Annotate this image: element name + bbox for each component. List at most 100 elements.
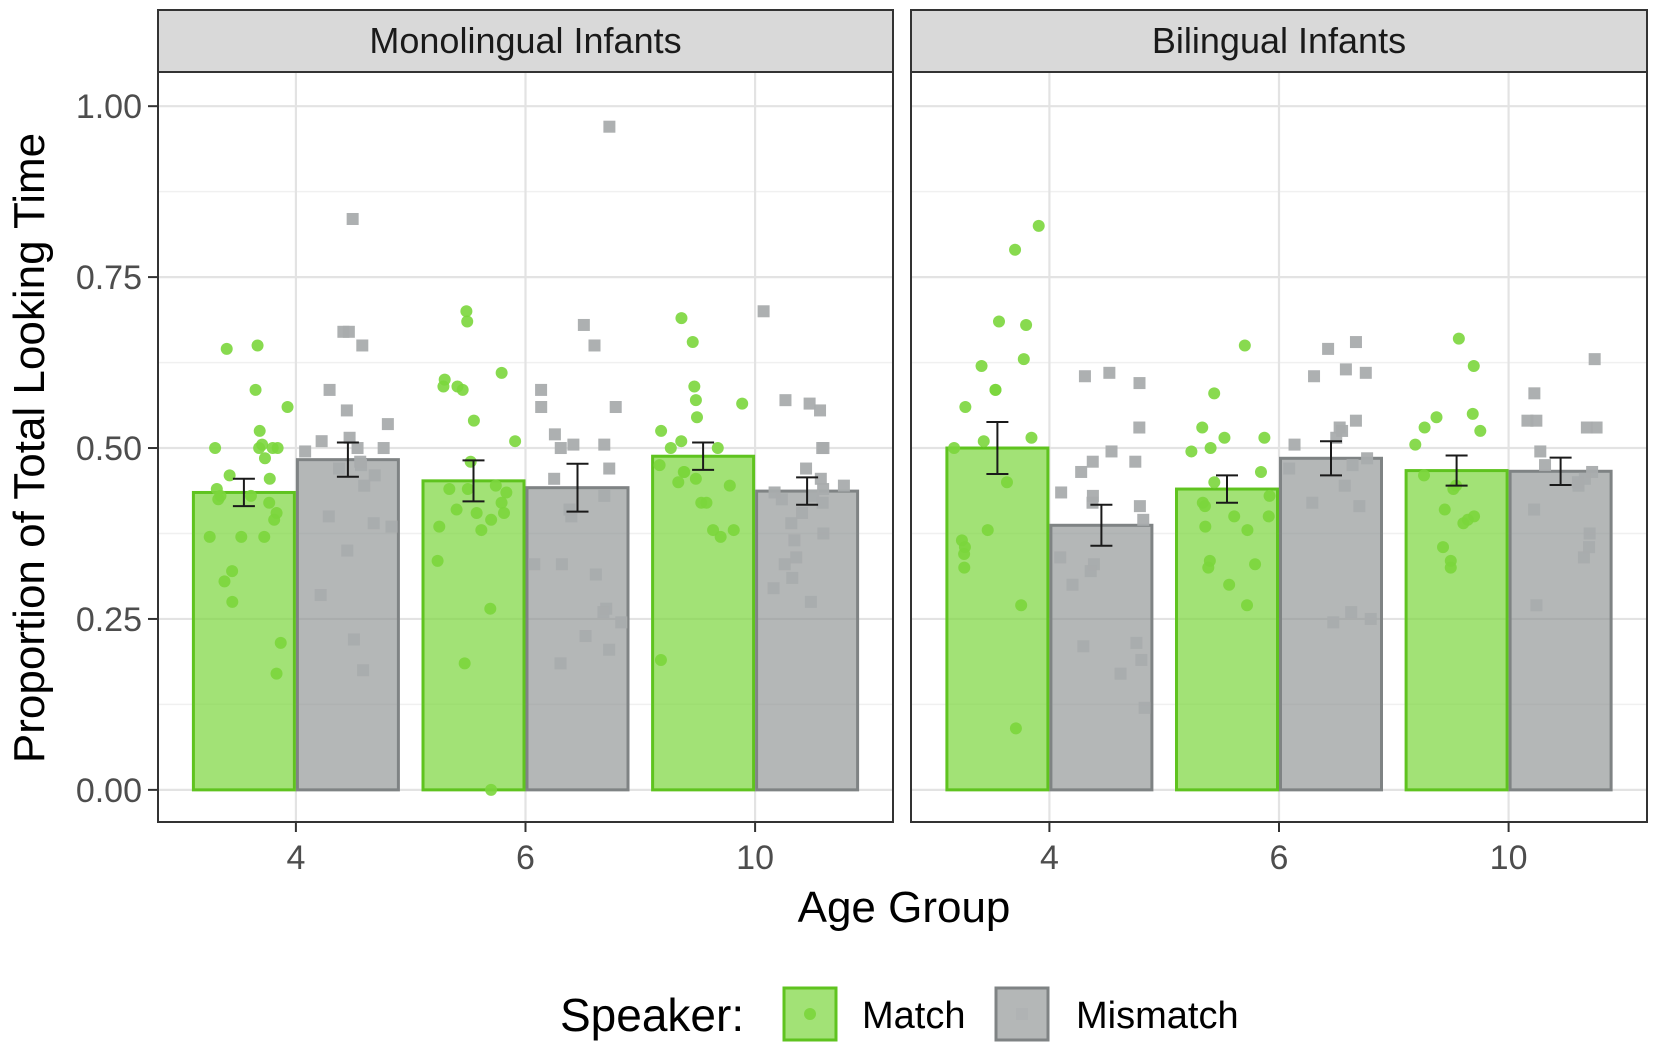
point-match [253, 424, 266, 437]
bar-mismatch-age-4 [1049, 523, 1154, 792]
point-match [226, 565, 239, 578]
point-match [677, 465, 690, 478]
point-match [1430, 411, 1443, 424]
point-match [485, 513, 498, 526]
point-match [1185, 445, 1198, 458]
point-match [460, 305, 473, 318]
point-mismatch [837, 479, 850, 492]
point-match [653, 459, 666, 472]
point-mismatch [1130, 636, 1143, 649]
point-mismatch [1590, 421, 1603, 434]
point-mismatch [1135, 653, 1148, 666]
point-mismatch [1359, 366, 1372, 379]
point-mismatch [767, 582, 780, 595]
point-mismatch [1580, 421, 1593, 434]
point-match [509, 435, 522, 448]
point-match [249, 383, 262, 396]
point-match [1409, 438, 1422, 451]
point-mismatch [357, 664, 370, 677]
point-match [688, 380, 701, 393]
point-mismatch [577, 318, 590, 331]
point-match [209, 442, 222, 455]
point-match [689, 394, 702, 407]
point-mismatch [786, 571, 799, 584]
point-match [1000, 476, 1013, 489]
point-match [958, 561, 971, 574]
point-mismatch [1349, 336, 1362, 349]
x-tick-label: 10 [736, 839, 774, 877]
point-match [464, 455, 477, 468]
x-tick-label: 6 [516, 839, 535, 877]
point-match [672, 476, 685, 489]
bar-match-age-6 [1175, 487, 1279, 792]
bar-match-age-4 [945, 446, 1050, 792]
point-mismatch [1322, 342, 1335, 355]
point-match [981, 524, 994, 537]
point-mismatch [1327, 616, 1340, 629]
point-match [689, 472, 702, 485]
point-match [1438, 503, 1451, 516]
point-match [1198, 500, 1211, 513]
point-match [431, 554, 444, 567]
point-match [223, 469, 236, 482]
point-mismatch [535, 401, 548, 414]
point-mismatch [1345, 606, 1358, 619]
point-mismatch [588, 339, 601, 352]
point-match [1032, 219, 1045, 232]
point-mismatch [1346, 459, 1359, 472]
error-bar-mismatch-age-4 [336, 441, 359, 478]
point-match [1444, 561, 1457, 574]
panel-strip [910, 9, 1648, 73]
legend-label-mismatch: Mismatch [1076, 995, 1239, 1037]
bar-mismatch-age-4 [295, 458, 400, 792]
error-bar-match-age-6 [1216, 474, 1238, 504]
point-mismatch [554, 657, 567, 670]
point-mismatch [1133, 421, 1146, 434]
panel-strip [157, 9, 894, 73]
y-axis: Proportion of Total Looking Time 0.00 0.2… [5, 88, 158, 810]
point-mismatch [603, 120, 616, 133]
point-match [700, 496, 713, 509]
point-match [1202, 561, 1215, 574]
point-match [655, 424, 668, 437]
point-match [258, 452, 271, 465]
point-mismatch [381, 418, 394, 431]
point-mismatch [603, 643, 616, 656]
point-mismatch [554, 442, 567, 455]
point-mismatch [807, 489, 820, 502]
point-mismatch [1339, 363, 1352, 376]
point-mismatch [1588, 353, 1601, 366]
point-mismatch [1349, 414, 1362, 427]
bar-mismatch-age-10 [755, 489, 860, 792]
point-mismatch [528, 558, 541, 571]
point-mismatch [817, 527, 830, 540]
point-mismatch [788, 534, 801, 547]
point-mismatch [609, 401, 622, 414]
point-mismatch [800, 462, 813, 475]
point-mismatch [803, 397, 816, 410]
point-match [1241, 599, 1254, 612]
point-mismatch [565, 510, 578, 523]
point-match [456, 383, 469, 396]
point-mismatch [1539, 459, 1552, 472]
point-mismatch [1338, 479, 1351, 492]
point-match [485, 783, 498, 796]
point-match [686, 336, 699, 349]
point-mismatch [1288, 438, 1301, 451]
point-match [1457, 517, 1470, 530]
point-mismatch [1055, 486, 1068, 499]
point-match [664, 442, 677, 455]
point-match [714, 530, 727, 543]
error-bar-mismatch-age-10 [796, 476, 819, 506]
point-mismatch [367, 517, 380, 530]
point-match [975, 359, 988, 372]
point-mismatch [555, 558, 568, 571]
point-mismatch [579, 630, 592, 643]
point-mismatch [814, 472, 827, 485]
point-match [203, 530, 216, 543]
point-mismatch [1054, 551, 1067, 564]
point-match [281, 401, 294, 414]
point-mismatch [1084, 565, 1097, 578]
point-mismatch [1078, 370, 1091, 383]
point-mismatch [804, 595, 817, 608]
